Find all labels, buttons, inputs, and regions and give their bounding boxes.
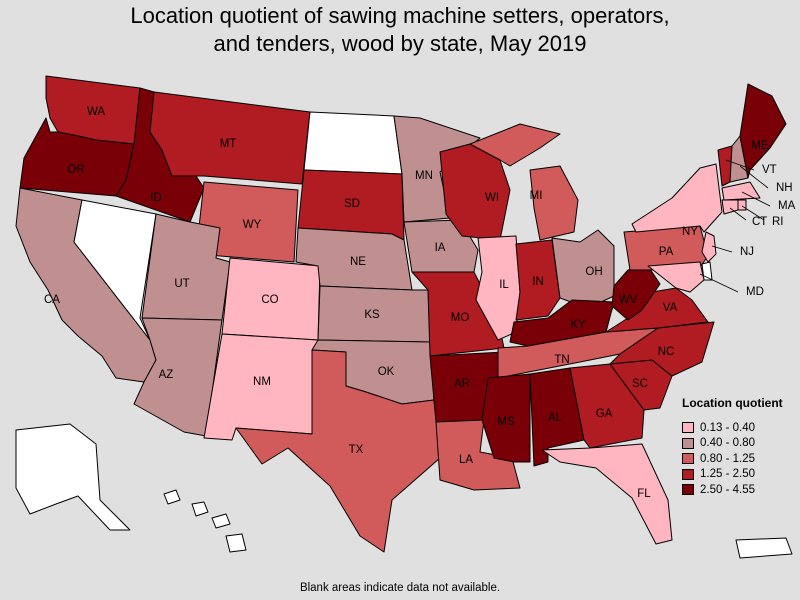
state-label-mo: MO xyxy=(451,312,470,324)
state-ak[interactable]: AK xyxy=(15,423,131,531)
legend-swatch xyxy=(682,453,694,465)
state-nj[interactable] xyxy=(701,231,717,263)
state-label-ca: CA xyxy=(44,294,60,306)
state-label-wi: WI xyxy=(485,192,499,204)
state-label-ky: KY xyxy=(570,319,586,331)
legend: Location quotient 0.13 - 0.40 0.40 - 0.80… xyxy=(682,396,798,498)
state-label-il: IL xyxy=(499,279,509,291)
legend-swatch xyxy=(682,422,694,434)
leader-line-ma xyxy=(741,191,771,207)
state-label-mn: MN xyxy=(415,170,433,182)
state-ky[interactable] xyxy=(509,299,615,347)
state-nd[interactable]: ND xyxy=(303,111,403,175)
state-label-fl: FL xyxy=(637,488,651,500)
state-ny[interactable] xyxy=(631,163,723,233)
legend-item: 0.40 - 0.80 xyxy=(682,436,798,452)
state-label-ia: IA xyxy=(435,242,446,254)
state-label-me: ME xyxy=(751,140,769,152)
state-label-vt: VT xyxy=(762,164,777,176)
leader-line-vt xyxy=(725,159,755,171)
state-label-wy: WY xyxy=(243,219,262,231)
state-label-ut: UT xyxy=(174,278,189,290)
map-title: Location quotient of sawing machine sett… xyxy=(0,2,800,58)
leader-line-nh xyxy=(739,165,769,189)
state-label-nc: NC xyxy=(658,346,675,358)
state-label-mi: MI xyxy=(530,190,543,202)
state-tx[interactable] xyxy=(235,349,441,553)
state-label-sc: SC xyxy=(632,378,648,390)
state-pr[interactable]: PR xyxy=(735,537,793,559)
legend-item-label: 0.80 - 1.25 xyxy=(700,452,755,465)
state-mi[interactable] xyxy=(469,123,579,241)
state-label-wv: WV xyxy=(619,294,638,306)
legend-title: Location quotient xyxy=(682,396,783,410)
state-label-in: IN xyxy=(532,276,544,288)
leader-line-nj xyxy=(711,245,733,253)
legend-item: 2.50 - 4.55 xyxy=(682,482,798,498)
state-label-va: VA xyxy=(663,302,678,314)
legend-item-label: 1.25 - 2.50 xyxy=(700,468,755,481)
state-label-co: CO xyxy=(261,294,278,306)
legend-item: 1.25 - 2.50 xyxy=(682,467,798,483)
legend-item-label: 0.40 - 0.80 xyxy=(700,437,755,450)
state-label-oh: OH xyxy=(585,266,602,278)
state-az[interactable] xyxy=(133,317,223,437)
state-me[interactable] xyxy=(739,83,787,179)
state-label-ga: GA xyxy=(596,408,613,420)
state-label-ok: OK xyxy=(378,366,395,378)
state-label-tx: TX xyxy=(349,444,364,456)
footnote: Blank areas indicate data not available. xyxy=(299,582,501,594)
state-label-ny: NY xyxy=(682,226,698,238)
leader-line-ri xyxy=(741,205,765,221)
state-label-nh: NH xyxy=(776,182,793,194)
state-ma[interactable] xyxy=(721,181,761,201)
state-md[interactable] xyxy=(647,261,705,293)
state-label-la: LA xyxy=(459,454,473,466)
state-fl[interactable] xyxy=(541,443,673,545)
legend-item-label: 0.13 - 0.40 xyxy=(700,421,755,434)
state-ri[interactable] xyxy=(737,199,747,211)
state-label-al: AL xyxy=(548,412,563,424)
legend-item-label: 2.50 - 4.55 xyxy=(700,483,755,496)
state-label-id: ID xyxy=(150,192,162,204)
leader-line-ct xyxy=(729,207,747,221)
state-label-ct: CT xyxy=(752,216,767,228)
state-nv[interactable]: NV xyxy=(73,199,157,341)
map-title-line-1: Location quotient of sawing machine sett… xyxy=(130,3,670,28)
legend-swatch xyxy=(682,468,694,480)
state-hi[interactable]: HI xyxy=(163,489,247,553)
state-label-nj: NJ xyxy=(740,246,754,258)
state-label-ri: RI xyxy=(772,216,784,228)
state-label-ne: NE xyxy=(350,256,366,268)
state-label-tn: TN xyxy=(554,354,569,366)
state-label-pa: PA xyxy=(659,246,674,258)
legend-swatch xyxy=(682,437,694,449)
state-ut[interactable] xyxy=(141,213,231,321)
legend-swatch xyxy=(682,484,694,496)
state-label-ar: AR xyxy=(454,378,470,390)
state-label-az: AZ xyxy=(159,369,174,381)
map-title-line-2: and tenders, wood by state, May 2019 xyxy=(213,31,587,56)
leader-line-md xyxy=(699,273,739,293)
state-oh[interactable] xyxy=(551,229,615,309)
state-label-sd: SD xyxy=(344,198,360,210)
state-label-nm: NM xyxy=(253,376,271,388)
legend-item: 0.13 - 0.40 xyxy=(682,420,798,436)
state-label-wa: WA xyxy=(87,106,105,118)
legend-item: 0.80 - 1.25 xyxy=(682,451,798,467)
state-label-md: MD xyxy=(746,286,764,298)
state-label-or: OR xyxy=(67,164,84,176)
state-label-ms: MS xyxy=(497,416,515,428)
state-label-ks: KS xyxy=(364,309,380,321)
state-label-ma: MA xyxy=(778,200,796,212)
state-label-mt: MT xyxy=(220,138,237,150)
